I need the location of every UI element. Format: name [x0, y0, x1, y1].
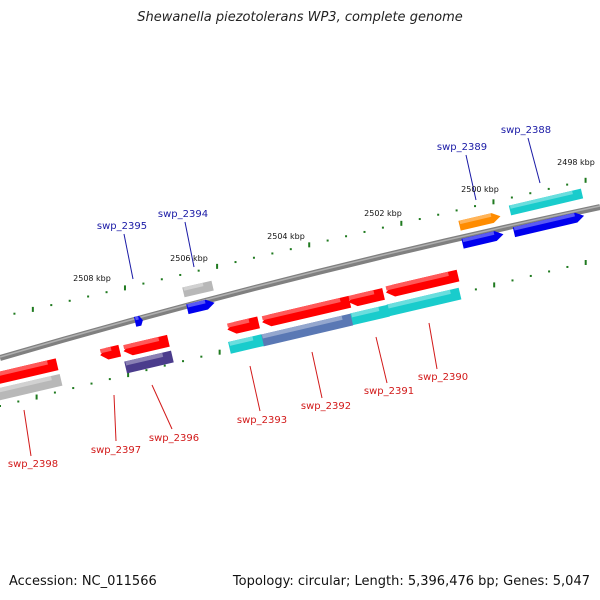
gene-label-swp-2398: swp_2398: [8, 459, 58, 470]
leader-swp-2396: [151, 384, 173, 430]
feature-swp-2391: [348, 288, 385, 307]
gene-body: [228, 334, 264, 354]
gene-shine: [134, 316, 139, 321]
gene-body: [182, 280, 214, 298]
leader-swp-2391: [375, 336, 388, 384]
gene-label-swp-2396: swp_2396: [149, 433, 199, 444]
scale-labels: 2498 kbp 2500 kbp 2502 kbp 2504 kbp 2506…: [73, 158, 595, 283]
gene-shine: [229, 336, 254, 346]
feature-swp-2393: [227, 316, 260, 334]
feature-swp-2389-cds: [461, 231, 504, 249]
gene-shine: [187, 299, 206, 308]
leader-swp-2395: [123, 233, 134, 280]
leader-swp-2388: [527, 137, 541, 184]
leader-swp-2392: [311, 351, 323, 399]
gene-shine: [261, 297, 341, 321]
scale-label-2506: 2506 kbp: [170, 254, 208, 263]
outer-tick-marks: [13, 177, 587, 315]
leader-swp-2389: [465, 154, 477, 201]
scale-label-2508: 2508 kbp: [73, 274, 111, 283]
feature-swp-2388: [508, 188, 584, 216]
gene-shine: [459, 213, 492, 225]
gene-label-swp-2388: swp_2388: [501, 125, 551, 136]
gene-shine: [123, 336, 160, 350]
gene-shine: [125, 352, 164, 366]
gene-label-swp-2394: swp_2394: [158, 209, 208, 220]
feature-swp-2390: [385, 269, 460, 297]
gene-shine: [513, 212, 575, 231]
gene-shine: [227, 318, 250, 328]
gene-shine: [348, 290, 375, 301]
gene-label-swp-2392: swp_2392: [301, 401, 351, 412]
gene-shine: [385, 271, 449, 291]
scale-label-2498: 2498 kbp: [557, 158, 595, 167]
scale-label-2502: 2502 kbp: [364, 209, 402, 218]
gene-shine: [261, 315, 343, 339]
gene-shine: [351, 306, 380, 318]
feature-swp-2390-cds: [386, 287, 462, 317]
gene-shine: [387, 289, 451, 309]
feature-swp-2388-cds: [512, 212, 585, 238]
feature-swp-2394-cds: [186, 299, 215, 315]
feature-swp-2392: [261, 295, 352, 327]
gene-body: [461, 231, 504, 249]
label-leaders: [23, 137, 541, 457]
leader-swp-2393: [249, 365, 261, 412]
feature-swp-2393-cds: [228, 334, 264, 354]
gene-shine: [462, 231, 495, 243]
feature-swp-2395: [133, 315, 143, 327]
scale-label-2500: 2500 kbp: [461, 185, 499, 194]
gene-shine: [183, 282, 204, 291]
page-title: Shewanella piezotolerans WP3, complete g…: [137, 10, 463, 25]
gene-body: [458, 213, 501, 231]
gene-label-swp-2393: swp_2393: [237, 415, 287, 426]
feature-swp-2398: [0, 358, 59, 384]
feature-swp-2396-cds: [124, 350, 174, 374]
leader-swp-2397: [113, 394, 117, 442]
gene-body: [348, 288, 385, 307]
leader-swp-2390: [428, 322, 438, 370]
topology-text: Topology: circular; Length: 5,396,476 bp…: [232, 574, 590, 589]
gene-labels-top: swp_2388 swp_2389 swp_2394 swp_2395: [97, 125, 551, 232]
gene-label-swp-2397: swp_2397: [91, 445, 141, 456]
gene-body: [350, 304, 390, 326]
feature-swp-2398-cds: [0, 373, 63, 403]
genome-backbone: [0, 204, 600, 361]
gene-labels-bottom: swp_2390 swp_2391 swp_2392 swp_2393 swp_…: [8, 372, 468, 470]
leader-swp-2394: [184, 221, 195, 268]
gene-label-swp-2390: swp_2390: [418, 372, 468, 383]
gene-features: [0, 188, 585, 403]
leader-swp-2398: [23, 409, 32, 457]
feature-swp-2396: [123, 334, 170, 356]
gene-shine: [509, 190, 573, 209]
feature-swp-2397: [99, 344, 122, 360]
feature-swp-2391-cds: [350, 304, 390, 326]
feature-swp-2389: [458, 213, 501, 231]
gene-label-swp-2389: swp_2389: [437, 142, 487, 153]
feature-swp-2394: [182, 280, 214, 298]
feature-swp-2392-cds: [260, 313, 354, 347]
gene-body: [512, 212, 585, 238]
gene-shine: [0, 375, 52, 395]
accession-text: Accession: NC_011566: [9, 574, 157, 589]
gene-label-swp-2395: swp_2395: [97, 221, 147, 232]
gene-label-swp-2391: swp_2391: [364, 386, 414, 397]
gene-shine: [99, 346, 112, 354]
gene-shine: [0, 360, 48, 378]
scale-label-2504: 2504 kbp: [267, 232, 305, 241]
gene-body: [227, 316, 260, 334]
genome-backbone-highlight: [0, 205, 600, 358]
